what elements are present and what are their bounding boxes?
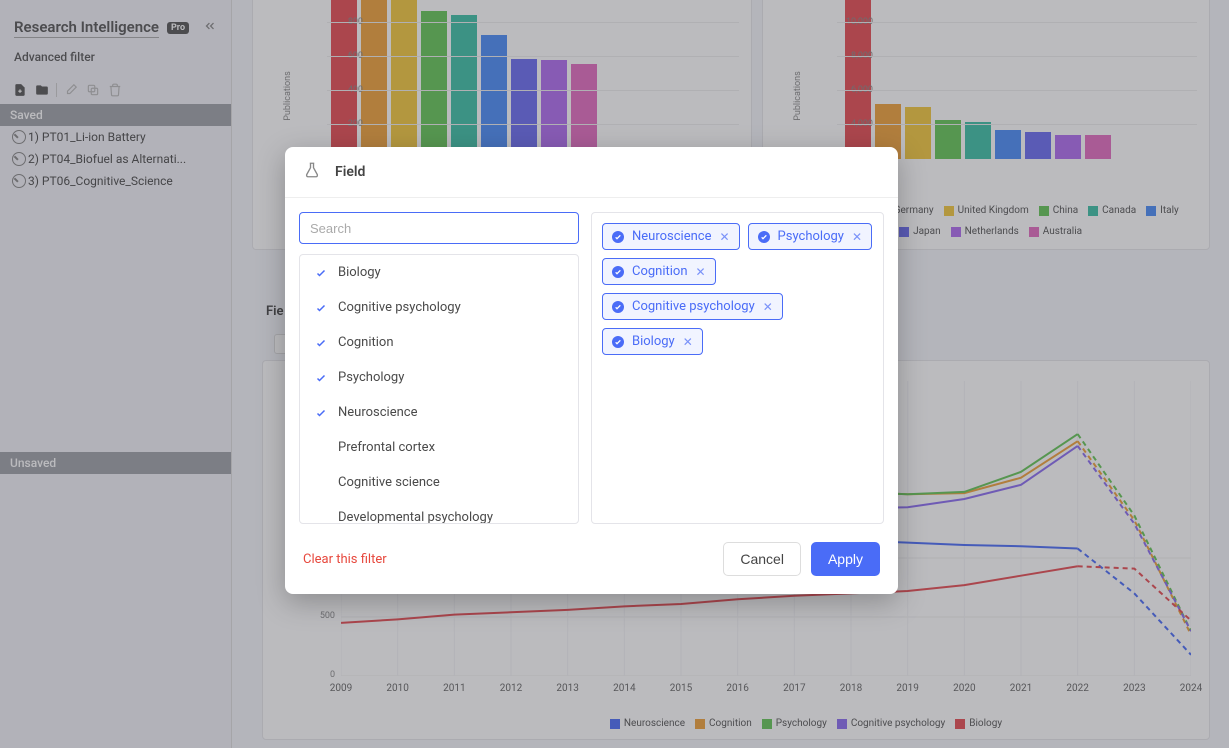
field-option[interactable]: Neuroscience	[300, 395, 578, 430]
field-option-label: Neuroscience	[338, 405, 417, 420]
options-list[interactable]: Biology Cognitive psychology Cognition Psyc…	[299, 254, 579, 524]
selected-chip: Psychology ✕	[748, 223, 872, 250]
chip-label: Psychology	[778, 229, 844, 244]
field-option[interactable]: Biology	[300, 255, 578, 290]
field-option-label: Cognitive psychology	[338, 300, 461, 315]
check-icon	[314, 372, 328, 384]
chip-remove-icon[interactable]: ✕	[696, 265, 706, 279]
chip-label: Cognition	[632, 264, 688, 279]
modal-title: Field	[335, 164, 365, 180]
chip-check-icon	[612, 231, 624, 243]
chip-check-icon	[612, 266, 624, 278]
chip-label: Biology	[632, 334, 675, 349]
selected-chip: Biology ✕	[602, 328, 703, 355]
apply-button[interactable]: Apply	[811, 542, 880, 576]
check-icon	[314, 337, 328, 349]
field-option-label: Biology	[338, 265, 381, 280]
chip-check-icon	[612, 336, 624, 348]
field-option[interactable]: Psychology	[300, 360, 578, 395]
field-option[interactable]: Cognitive science	[300, 465, 578, 500]
field-option[interactable]: Cognition	[300, 325, 578, 360]
field-option-label: Psychology	[338, 370, 404, 385]
chip-remove-icon[interactable]: ✕	[719, 230, 729, 244]
chip-remove-icon[interactable]: ✕	[683, 335, 693, 349]
field-option[interactable]: Prefrontal cortex	[300, 430, 578, 465]
check-icon	[314, 302, 328, 314]
check-icon	[314, 267, 328, 279]
field-option[interactable]: Cognitive psychology	[300, 290, 578, 325]
selected-chip: Cognition ✕	[602, 258, 716, 285]
selected-chip: Cognitive psychology ✕	[602, 293, 783, 320]
field-option-label: Developmental psychology	[338, 510, 493, 524]
clear-filter-link[interactable]: Clear this filter	[303, 552, 387, 567]
flask-icon	[303, 161, 321, 183]
field-option-label: Cognition	[338, 335, 394, 350]
chip-label: Neuroscience	[632, 229, 711, 244]
selected-chip: Neuroscience ✕	[602, 223, 740, 250]
chip-check-icon	[612, 301, 624, 313]
chip-check-icon	[758, 231, 770, 243]
chip-label: Cognitive psychology	[632, 299, 755, 314]
chip-remove-icon[interactable]: ✕	[852, 230, 862, 244]
field-option-label: Prefrontal cortex	[338, 440, 435, 455]
cancel-button[interactable]: Cancel	[723, 542, 801, 576]
selected-chips: Neuroscience✕Psychology✕Cognition✕Cognit…	[591, 212, 884, 524]
chip-remove-icon[interactable]: ✕	[763, 300, 773, 314]
check-icon	[314, 407, 328, 419]
field-option[interactable]: Developmental psychology	[300, 500, 578, 524]
field-option-label: Cognitive science	[338, 475, 440, 490]
search-input[interactable]	[299, 212, 579, 244]
field-modal: Field BiologyCognitive psychologyCogniti…	[285, 147, 898, 594]
